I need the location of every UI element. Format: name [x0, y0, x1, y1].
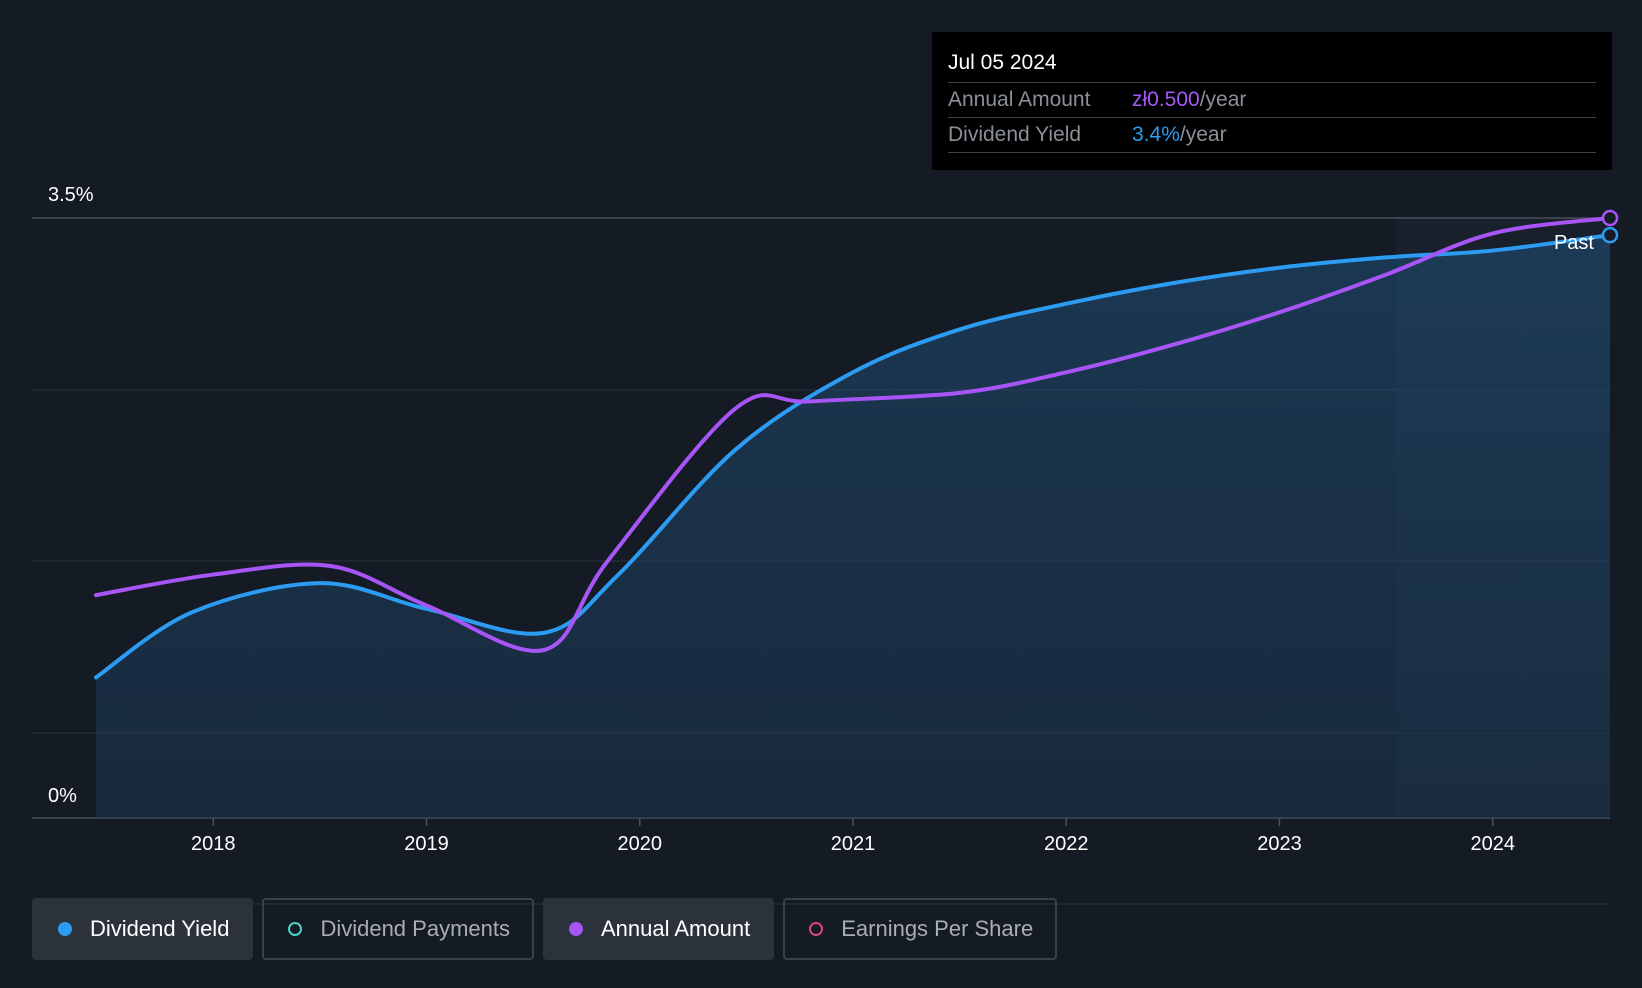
past-label: Past — [1554, 232, 1594, 254]
x-tick-label: 2020 — [618, 833, 663, 855]
dividend-yield-area — [96, 235, 1610, 819]
tooltip-label: Annual Amount — [948, 88, 1091, 111]
legend-label: Annual Amount — [600, 916, 751, 941]
legend-dividend-yield[interactable]: Dividend Yield — [32, 898, 254, 960]
tooltip-suffix: /year — [1179, 123, 1227, 146]
tooltip-date: Jul 05 2024 — [948, 48, 1596, 83]
tooltip-suffix: /year — [1199, 88, 1247, 111]
legend-ring-icon — [809, 922, 824, 936]
tooltip-value: zł0.500 — [1132, 88, 1200, 111]
x-tick-label: 2023 — [1257, 833, 1302, 855]
legend-ring-icon — [288, 922, 303, 936]
legend-annual-amount[interactable]: Annual Amount — [542, 898, 775, 960]
dividend-yield-line — [94, 233, 1612, 680]
annual-amount-end-marker[interactable] — [1601, 209, 1619, 227]
legend-dot-icon — [58, 922, 72, 936]
annual-amount-line — [94, 216, 1612, 653]
legend-label: Dividend Payments — [320, 916, 510, 941]
y-tick-max: 3.5% — [48, 184, 94, 206]
tooltip-row-annual-amount: Annual Amount zł0.500 /year — [948, 83, 1596, 118]
legend: Dividend Yield Dividend Payments Annual … — [32, 898, 1066, 960]
legend-dot-icon — [568, 922, 583, 936]
tooltip-value: 3.4% — [1132, 123, 1180, 146]
x-axis: 2018 2019 2020 2021 2022 2023 2024 — [191, 818, 1515, 855]
x-tick-label: 2024 — [1470, 833, 1515, 855]
tooltip-row-dividend-yield: Dividend Yield 3.4% /year — [948, 118, 1596, 153]
legend-label: Earnings Per Share — [841, 916, 1034, 941]
x-tick-label: 2021 — [831, 833, 876, 855]
legend-dividend-payments[interactable]: Dividend Payments — [262, 898, 534, 960]
x-tick-label: 2019 — [404, 833, 449, 855]
x-tick-label: 2018 — [191, 833, 236, 855]
legend-earnings-per-share[interactable]: Earnings Per Share — [783, 898, 1058, 960]
y-tick-min: 0% — [48, 785, 77, 807]
dividend-yield-end-marker[interactable] — [1601, 226, 1619, 244]
legend-label: Dividend Yield — [90, 916, 230, 941]
tooltip: Jul 05 2024 Annual Amount zł0.500 /year … — [932, 32, 1612, 170]
tooltip-label: Dividend Yield — [948, 123, 1082, 146]
x-tick-label: 2022 — [1044, 833, 1089, 855]
